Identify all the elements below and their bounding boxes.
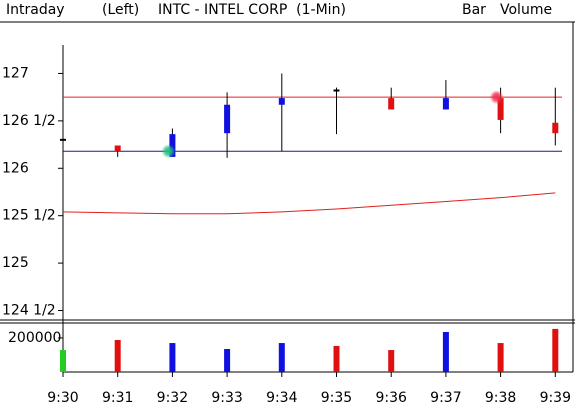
x-tick-label: 9:30 <box>47 390 78 406</box>
volume-bar <box>442 331 449 372</box>
study-label: Volume <box>500 2 552 18</box>
x-tick-label: 9:38 <box>485 390 516 406</box>
volume-tick-label: 200000 <box>8 330 61 346</box>
y-tick-label: 125 1/2 <box>2 208 56 224</box>
marker <box>489 90 504 105</box>
moving-average <box>62 192 556 215</box>
x-tick-label: 9:35 <box>321 390 352 406</box>
volume-bar <box>552 328 559 372</box>
volume-bar <box>60 350 66 372</box>
style-label: Bar <box>462 2 486 18</box>
candle-body <box>60 138 66 141</box>
mode-label: Intraday <box>6 2 65 18</box>
chart-title: INTC - INTEL CORP (1-Min) <box>158 2 346 18</box>
x-tick-label: 9:33 <box>211 390 242 406</box>
volume-bar <box>169 343 176 372</box>
candle-body <box>114 145 121 152</box>
candle-body <box>278 98 285 105</box>
volume-bar <box>278 343 285 372</box>
y-tick-label: 126 1/2 <box>2 113 56 129</box>
candle-body <box>497 98 504 120</box>
candle-body <box>388 98 395 110</box>
x-tick-label: 9:37 <box>430 390 461 406</box>
volume-bar <box>224 349 231 372</box>
x-tick-label: 9:34 <box>266 390 298 406</box>
candle-body <box>224 104 231 134</box>
axis-label: (Left) <box>102 2 139 18</box>
volume-bar <box>497 343 504 372</box>
y-tick-label: 126 <box>2 160 29 176</box>
marker <box>161 144 176 159</box>
candle-body <box>552 122 559 134</box>
candle-body <box>333 89 340 92</box>
y-tick-label: 124 1/2 <box>2 303 56 319</box>
volume-bar <box>333 345 340 372</box>
x-tick-label: 9:32 <box>157 390 188 406</box>
volume-bar <box>114 339 121 372</box>
candle-body <box>442 98 449 110</box>
x-tick-label: 9:39 <box>540 390 571 406</box>
x-tick-label: 9:36 <box>375 390 407 406</box>
volume-bar <box>388 350 395 372</box>
y-tick-label: 125 <box>2 255 29 271</box>
x-tick-label: 9:31 <box>102 390 133 406</box>
y-tick-label: 127 <box>2 65 29 81</box>
